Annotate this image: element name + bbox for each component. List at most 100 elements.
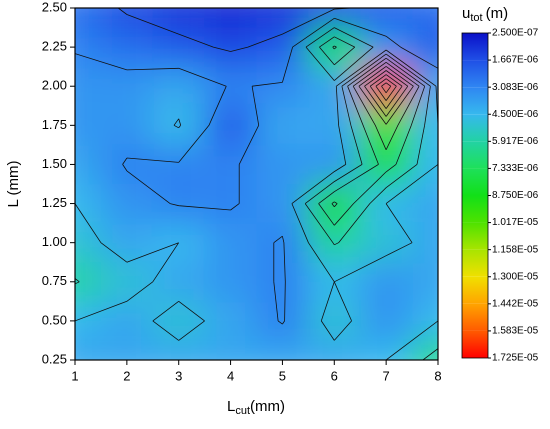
field-cell [308,184,361,224]
contour-line [75,17,438,325]
field-cell [308,144,361,184]
field-cell [308,223,361,263]
field-cell [308,340,361,360]
field-cell [152,66,205,106]
field-cell [75,184,101,224]
field-cell [256,66,309,106]
field-cell [308,8,361,28]
field-cell [100,27,153,67]
colorbar-band [462,87,488,115]
x-label-sub: cut [235,405,250,417]
field-cell [152,301,205,341]
field-cell [152,144,205,184]
field-cell [75,340,101,360]
contour-line [364,70,409,117]
colorbar-title-main: u [462,5,470,22]
colorbar-band [462,195,488,223]
field-cell [412,340,438,360]
colorbar-label: 1.158E-05 [492,244,539,255]
field-cell [75,262,101,302]
field-cell [360,301,413,341]
colorbar-title-unit: (m) [486,5,509,22]
colorbar-band [462,330,488,358]
field-cell [152,340,205,360]
contour-line [358,66,414,125]
field-cell [75,223,101,263]
field-cell [204,105,257,145]
colorbar-title: utot (m) [462,5,508,24]
field-cell [412,66,438,106]
colorbar-label: 1.017E-05 [492,217,539,228]
field-cell [100,8,153,28]
field-cell [256,105,309,145]
colorbar-title-sub: tot [470,12,482,24]
field-cell [100,223,153,263]
x-tick-label: 3 [175,368,182,383]
field-cell [100,184,153,224]
field-cell [256,223,309,263]
colorbar-label: 3.083E-06 [492,82,539,93]
fill-layer [75,8,438,360]
field-cell [100,66,153,106]
field-cell [204,262,257,302]
field-cell [152,8,205,28]
field-cell [204,223,257,263]
y-tick-label: 2.50 [42,0,67,14]
y-tick-label: 0.75 [42,273,67,288]
field-cell [152,27,205,67]
field-cell [412,8,438,28]
field-cell [308,301,361,341]
field-cell [152,262,205,302]
field-cell [360,144,413,184]
field-cell [308,66,361,106]
x-tick-label: 1 [71,368,78,383]
x-tick-label: 2 [123,368,130,383]
field-cell [204,184,257,224]
field-cell [204,8,257,28]
field-cell [256,262,309,302]
y-tick-label: 1.75 [42,117,67,132]
colorbar-label: 1.667E-06 [492,55,539,66]
colorbar-band [462,33,488,61]
field-cell [100,340,153,360]
field-cell [360,105,413,145]
colorbar-label: 1.300E-05 [492,271,539,282]
y-tick-label: 0.25 [42,351,67,366]
field-cell [256,8,309,28]
colorbar-label: 1.442E-05 [492,298,539,309]
colorbar-band [462,222,488,250]
field-cell [308,27,361,67]
field-cell [152,184,205,224]
field-cell [360,223,413,263]
field-cell [100,301,153,341]
contour-line [375,78,397,101]
field-cell [204,66,257,106]
field-cell [75,144,101,184]
y-tick-label: 0.50 [42,312,67,327]
colorbar-label: 2.500E-07 [492,28,539,39]
x-tick-label: 8 [434,368,441,383]
y-tick-label: 1.50 [42,156,67,171]
field-cell [412,184,438,224]
colorbar-band [462,141,488,169]
colorbar-label: 1.725E-05 [492,353,539,364]
field-cell [256,340,309,360]
colorbar-label: 5.917E-06 [492,136,539,147]
contour-line [318,45,426,226]
field-cell [256,27,309,67]
colorbar-band [462,60,488,88]
field-cell [256,184,309,224]
field-cell [75,8,101,28]
field-cell [256,144,309,184]
y-tick-label: 1.25 [42,195,67,210]
contour-lines [75,8,438,360]
x-tick-label: 5 [279,368,286,383]
field-cell [75,66,101,106]
contour-line [75,36,438,360]
field-cell [412,223,438,263]
field-cell [360,66,413,106]
plot-frame [74,7,439,361]
x-tick-label: 7 [383,368,390,383]
colorbar-label: 7.333E-06 [492,163,539,174]
